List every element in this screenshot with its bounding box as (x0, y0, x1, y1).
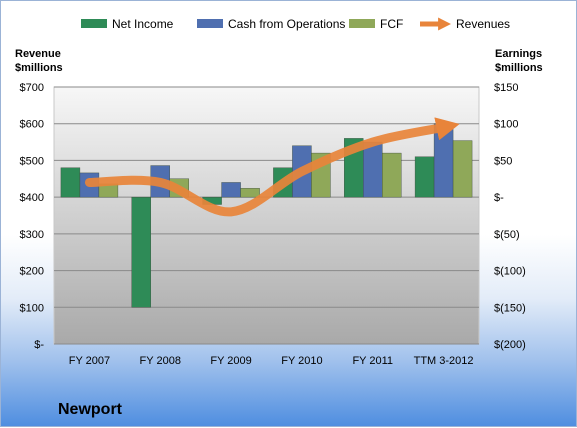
bar-net-income-1 (131, 196, 151, 308)
left-tick-label: $400 (20, 192, 44, 204)
right-tick-label: $(50) (494, 229, 520, 241)
legend-item-net-income: Net Income (81, 17, 174, 31)
left-tick-label: $- (34, 339, 44, 351)
legend-item-revenues: Revenues (420, 17, 510, 31)
right-tick-label: $(200) (494, 339, 526, 351)
bar-cash-from-operations-5 (433, 123, 454, 198)
left-axis-ticks: $700 $600 $500 $400 $300 $200 $100 $- (20, 82, 45, 351)
right-tick-label: $100 (494, 119, 518, 131)
right-axis-title-line1: Earnings (495, 48, 542, 60)
legend-label-revenues: Revenues (456, 17, 510, 31)
company-name: Newport (58, 401, 123, 418)
legend: Net Income Cash from Operations FCF Reve… (81, 17, 510, 31)
x-tick-label: FY 2008 (140, 355, 181, 367)
bar-net-income-5 (414, 156, 435, 198)
right-axis-ticks: $150 $100 $50 $- $(50) $(100) $(150) $(200) (494, 82, 526, 351)
legend-swatch-fcf (349, 19, 375, 28)
bar-net-income-0 (60, 167, 81, 198)
legend-label-cash-from-operations: Cash from Operations (228, 17, 345, 31)
x-tick-label: FY 2010 (281, 355, 322, 367)
bar-cash-from-operations-2 (221, 182, 241, 198)
right-tick-label: $(150) (494, 302, 526, 314)
x-axis-ticks: FY 2007 FY 2008 FY 2009 FY 2010 FY 2011 TTM 3… (69, 355, 474, 367)
right-tick-label: $- (494, 192, 504, 204)
right-tick-label: $150 (494, 82, 518, 94)
left-axis-title-line1: Revenue (15, 48, 61, 60)
x-tick-label: FY 2011 (352, 355, 393, 367)
left-tick-label: $600 (20, 119, 44, 131)
left-tick-label: $700 (20, 82, 44, 94)
revenue-line (84, 117, 460, 217)
legend-swatch-cash-from-operations (197, 19, 223, 28)
legend-label-fcf: FCF (380, 17, 403, 31)
legend-item-fcf: FCF (349, 17, 403, 31)
bar-cash-from-operations-4 (363, 141, 383, 198)
legend-item-cash-from-operations: Cash from Operations (197, 17, 345, 31)
bar-fcf-4 (382, 152, 402, 198)
revenue-line-path (84, 117, 460, 217)
x-tick-label: TTM 3-2012 (414, 355, 474, 367)
bar-fcf-5 (452, 140, 473, 198)
right-tick-label: $50 (494, 155, 512, 167)
right-axis-title-line2: $millions (495, 62, 543, 74)
left-tick-label: $100 (20, 302, 44, 314)
plot-area (53, 86, 480, 345)
left-tick-label: $500 (20, 155, 44, 167)
x-tick-label: FY 2007 (69, 355, 110, 367)
x-tick-label: FY 2009 (210, 355, 251, 367)
bar-fcf-2 (240, 188, 260, 198)
left-tick-label: $200 (20, 266, 44, 278)
legend-label-net-income: Net Income (112, 17, 174, 31)
left-tick-label: $300 (20, 229, 44, 241)
right-tick-label: $(100) (494, 266, 526, 278)
legend-swatch-net-income (81, 19, 107, 28)
left-axis-title-line2: $millions (15, 62, 63, 74)
